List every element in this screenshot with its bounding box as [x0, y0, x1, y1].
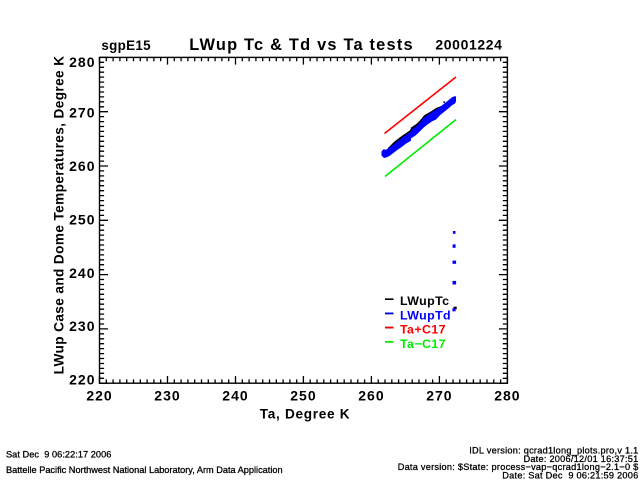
svg-text:20001224: 20001224 — [435, 37, 502, 53]
svg-text:220: 220 — [86, 388, 112, 404]
svg-text:Date: 2006/12/01 16:37:51: Date: 2006/12/01 16:37:51 — [523, 454, 638, 464]
svg-text:250: 250 — [69, 211, 95, 227]
svg-text:230: 230 — [69, 318, 95, 334]
svg-text:IDL version: qcrad1long_plots.: IDL version: qcrad1long_plots.pro,v 1.1 — [469, 446, 638, 456]
svg-text:Ta+C17: Ta+C17 — [400, 323, 446, 337]
svg-text:280: 280 — [494, 388, 520, 404]
svg-text:260: 260 — [358, 388, 384, 404]
svg-text:sgpE15: sgpE15 — [101, 38, 151, 53]
svg-text:230: 230 — [154, 388, 180, 404]
svg-text:240: 240 — [222, 388, 248, 404]
svg-text:280: 280 — [69, 54, 95, 70]
svg-text:240: 240 — [69, 265, 95, 281]
svg-text:270: 270 — [426, 388, 452, 404]
svg-text:220: 220 — [69, 371, 95, 387]
svg-text:260: 260 — [69, 158, 95, 174]
svg-text:Ta−C17: Ta−C17 — [400, 337, 446, 351]
svg-text:250: 250 — [290, 388, 316, 404]
svg-text:Date: Sat Dec 9 06:21:59 2006: Date: Sat Dec 9 06:21:59 2006 — [502, 470, 638, 480]
svg-text:Ta, Degree K: Ta, Degree K — [260, 407, 351, 422]
svg-text:LWup Case and Dome Temperature: LWup Case and Dome Temperatures, Degree … — [52, 56, 67, 375]
svg-text:Battelle Pacific Northwest Nat: Battelle Pacific Northwest National Labo… — [6, 465, 283, 475]
svg-text:LWupTc: LWupTc — [400, 294, 449, 308]
svg-text:LWupTd: LWupTd — [400, 308, 451, 322]
svg-text:Sat Dec 9 06:22:17 2006: Sat Dec 9 06:22:17 2006 — [6, 450, 111, 460]
svg-text:270: 270 — [69, 104, 95, 120]
svg-text:Data version: $State: process−: Data version: $State: process−vap−qcrad1… — [398, 462, 639, 472]
svg-text:LWup Tc & Td vs Ta tests: LWup Tc & Td vs Ta tests — [189, 36, 414, 54]
